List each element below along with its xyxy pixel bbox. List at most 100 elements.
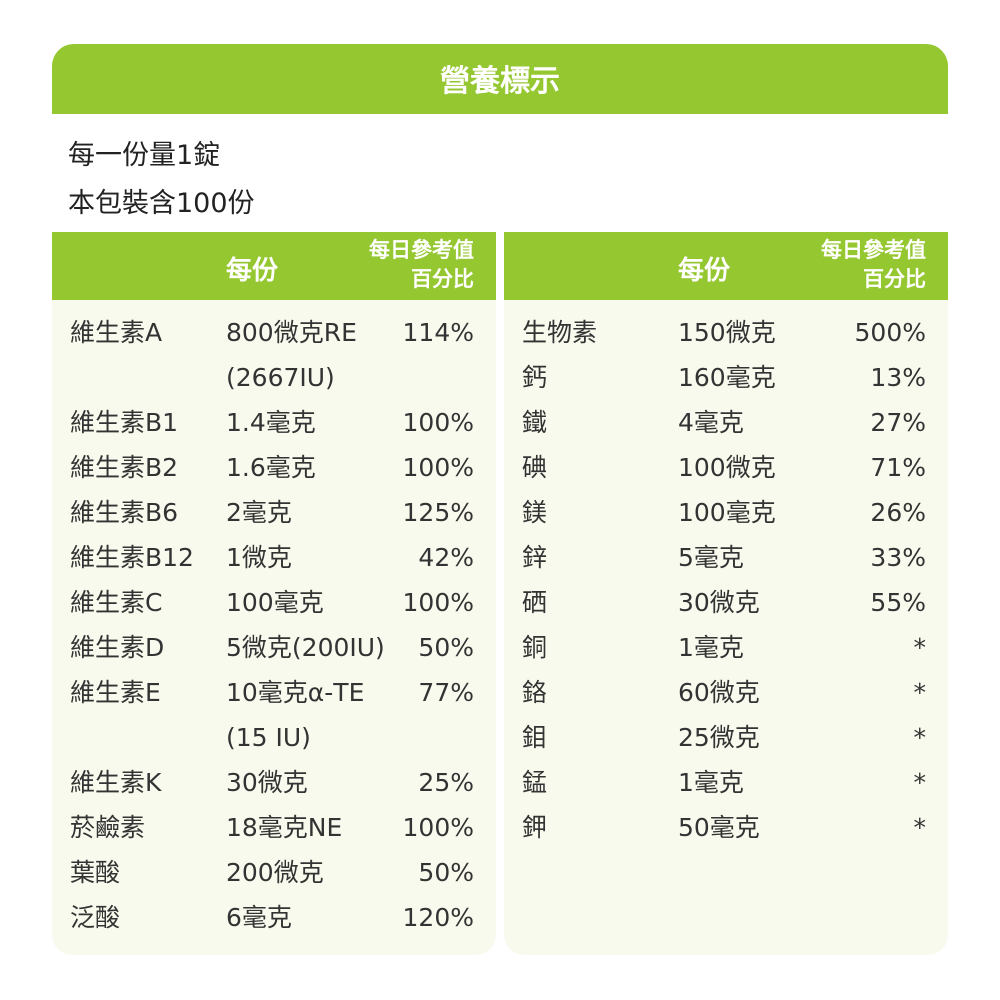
nutrient-amount: 100毫克 [678, 498, 776, 527]
nutrient-name: 菸鹼素 [70, 813, 146, 842]
table-row: 鉬 25微克 * [504, 715, 948, 760]
table-header: 每份 每日參考值 百分比 [52, 232, 496, 300]
daily-value-percent: 25% [418, 768, 474, 797]
nutrient-name: 維生素E [70, 678, 161, 707]
nutrient-amount: 5毫克 [678, 543, 744, 572]
table-row: 維生素K 30微克 25% [52, 760, 496, 805]
nutrient-name: 鉻 [522, 678, 548, 707]
nutrient-amount: 4毫克 [678, 408, 744, 437]
table-row: 泛酸 6毫克 120% [52, 895, 496, 940]
nutrient-name: 泛酸 [70, 903, 121, 932]
daily-value-percent: 50% [418, 858, 474, 887]
nutrient-name: 維生素B12 [70, 543, 194, 572]
right-panel: 每份 每日參考值百分比 生物素 150微克 500% 鈣 160毫克 13% 鐵 4毫克 27%… [504, 232, 948, 955]
table-row: 維生素B2 1.6毫克 100% [52, 445, 496, 490]
table-row: 硒 30微克 55% [504, 580, 948, 625]
table-row: 鉀 50毫克 * [504, 805, 948, 850]
nutrient-amount: 1.6毫克 [226, 453, 316, 482]
daily-value-percent: 13% [870, 363, 926, 392]
nutrient-amount: 18毫克NE [226, 813, 343, 842]
nutrient-amount: 1毫克 [678, 768, 744, 797]
nutrient-amount: 1微克 [226, 543, 292, 572]
daily-value-line1: 每日參考值 [369, 238, 474, 262]
table-row: 葉酸 200微克 50% [52, 850, 496, 895]
nutrient-amount: 50毫克 [678, 813, 760, 842]
table-row: 生物素 150微克 500% [504, 310, 948, 355]
daily-value-line2: 百分比 [863, 267, 926, 291]
nutrient-amount: 60微克 [678, 678, 760, 707]
nutrient-amount: 6毫克 [226, 903, 292, 932]
daily-value-percent: 26% [870, 498, 926, 527]
table-row: 維生素B1 1.4毫克 100% [52, 400, 496, 445]
nutrient-amount: 30微克 [678, 588, 760, 617]
nutrient-amount: 100微克 [678, 453, 776, 482]
daily-value-percent: * [913, 633, 927, 662]
table-row: 鎂 100毫克 26% [504, 490, 948, 535]
nutrient-name: 鎂 [522, 498, 548, 527]
nutrient-name: 維生素K [70, 768, 162, 797]
daily-value-percent: 100% [402, 813, 474, 842]
table-row: 維生素B12 1微克 42% [52, 535, 496, 580]
daily-value-line1: 每日參考值 [821, 238, 926, 262]
nutrient-name: 維生素C [70, 588, 163, 617]
nutrient-amount: 150微克 [678, 318, 776, 347]
table-row: 銅 1毫克 * [504, 625, 948, 670]
daily-value-percent: 55% [870, 588, 926, 617]
nutrient-name: 維生素B2 [70, 453, 179, 482]
nutrient-name: 葉酸 [70, 858, 121, 887]
page-title: 營養標示 [52, 44, 948, 114]
table-row: 菸鹼素 18毫克NE 100% [52, 805, 496, 850]
daily-value-percent: * [913, 678, 927, 707]
daily-value-percent: 120% [402, 903, 474, 932]
nutrient-amount: 100毫克 [226, 588, 324, 617]
nutrient-name: 硒 [522, 588, 548, 617]
left-rows: 維生素A 800微克RE 114% (2667IU) 維生素B1 1.4毫克 100% 維生素… [52, 300, 496, 940]
nutrient-amount: 800微克RE [226, 318, 357, 347]
table-row: 鈣 160毫克 13% [504, 355, 948, 400]
nutrient-name: 鐵 [522, 408, 548, 437]
nutrient-name: 鈣 [522, 363, 548, 392]
nutrient-amount: 2毫克 [226, 498, 292, 527]
table-row: (15 IU) [52, 715, 496, 760]
nutrient-name: 鉬 [522, 723, 548, 752]
nutrient-amount: 200微克 [226, 858, 324, 887]
nutrient-amount: 5微克(200IU) [226, 633, 385, 662]
table-row: 鐵 4毫克 27% [504, 400, 948, 445]
table-row: 維生素C 100毫克 100% [52, 580, 496, 625]
nutrient-name: 碘 [522, 453, 548, 482]
left-panel: 每份 每日參考值 百分比 維生素A 800微克RE 114% (2667IU) 維生素B1… [52, 232, 496, 955]
table-header: 每份 每日參考值百分比 [504, 232, 948, 300]
per-serving-header: 每份 [678, 256, 731, 286]
daily-value-percent: 100% [402, 588, 474, 617]
nutrient-amount: 30微克 [226, 768, 308, 797]
right-rows: 生物素 150微克 500% 鈣 160毫克 13% 鐵 4毫克 27% 碘 100微克 71% 鎂 10… [504, 300, 948, 850]
table-row: 碘 100微克 71% [504, 445, 948, 490]
daily-value-percent: 42% [418, 543, 474, 572]
daily-value-percent: 100% [402, 453, 474, 482]
nutrient-name: 錳 [522, 768, 548, 797]
nutrient-name: 鉀 [522, 813, 548, 842]
per-serving-header: 每份 [226, 256, 279, 286]
daily-value-percent: * [913, 723, 927, 752]
daily-value-percent: * [913, 768, 927, 797]
nutrient-amount: 1毫克 [678, 633, 744, 662]
table-row: 鉻 60微克 * [504, 670, 948, 715]
daily-value-percent: 500% [854, 318, 926, 347]
daily-value-percent: 125% [402, 498, 474, 527]
daily-value-header: 每日參考值百分比 [821, 236, 926, 294]
daily-value-header: 每日參考值 百分比 [369, 236, 474, 294]
nutrient-name: 銅 [522, 633, 548, 662]
daily-value-percent: 33% [870, 543, 926, 572]
daily-value-percent: 27% [870, 408, 926, 437]
daily-value-percent: 71% [870, 453, 926, 482]
nutrient-amount: 25微克 [678, 723, 760, 752]
daily-value-percent: 100% [402, 408, 474, 437]
serving-size: 每一份量1錠 [68, 140, 221, 171]
nutrient-name: 維生素B6 [70, 498, 179, 527]
table-row: 維生素A 800微克RE 114% [52, 310, 496, 355]
daily-value-percent: * [913, 813, 927, 842]
nutrient-name: 維生素A [70, 318, 163, 347]
table-row: 鋅 5毫克 33% [504, 535, 948, 580]
daily-value-percent: 114% [402, 318, 474, 347]
nutrient-name: 生物素 [522, 318, 598, 347]
